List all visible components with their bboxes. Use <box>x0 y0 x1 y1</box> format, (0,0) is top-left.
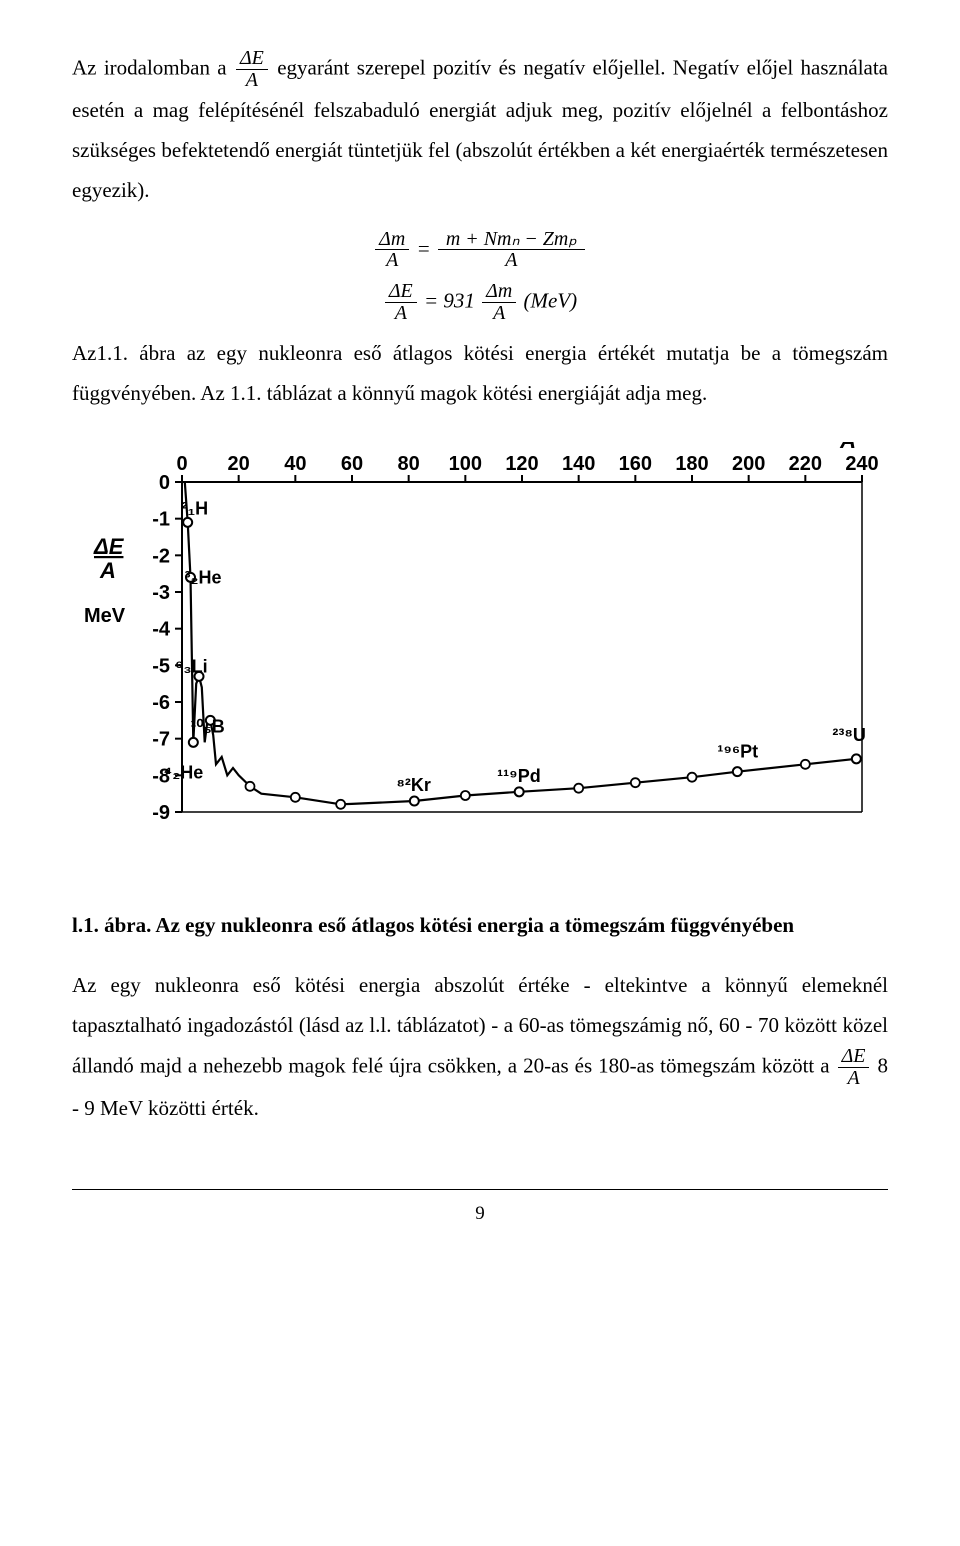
eq2-lhs-den: A <box>385 303 417 324</box>
svg-text:-7: -7 <box>152 729 170 751</box>
svg-text:80: 80 <box>398 453 420 475</box>
svg-text:-1: -1 <box>152 509 170 531</box>
page-number: 9 <box>72 1196 888 1232</box>
figure-caption: l.1. ábra. Az egy nukleonra eső átlagos … <box>72 906 888 946</box>
svg-text:120: 120 <box>505 453 538 475</box>
svg-text:⁶₃Li: ⁶₃Li <box>175 656 208 676</box>
svg-text:0: 0 <box>176 453 187 475</box>
svg-text:220: 220 <box>789 453 822 475</box>
p1-lead: Az irodalomban a <box>72 55 234 79</box>
svg-text:MeV: MeV <box>84 605 126 627</box>
eq1-rhs-den: A <box>438 250 585 271</box>
frac-den-2: A <box>838 1068 870 1089</box>
footer-rule <box>72 1189 888 1190</box>
eq2-equals-const: = 931 <box>424 289 475 313</box>
svg-text:-2: -2 <box>152 545 170 567</box>
page: Az irodalomban a ΔE A egyaránt szerepel … <box>0 0 960 1546</box>
svg-text:-4: -4 <box>152 619 171 641</box>
svg-text:⁴₂He: ⁴₂He <box>163 762 203 782</box>
fraction-dE-A-inline-1: ΔE A <box>234 48 270 91</box>
paragraph-1: Az irodalomban a ΔE A egyaránt szerepel … <box>72 48 888 211</box>
svg-text:200: 200 <box>732 453 765 475</box>
svg-text:³₂He: ³₂He <box>185 567 222 587</box>
eq1-lhs-den: A <box>375 250 409 271</box>
frac-num-2: ΔE <box>838 1046 870 1068</box>
equation-2: ΔE A = 931 Δm A (MeV) <box>72 281 888 324</box>
svg-text:40: 40 <box>284 453 306 475</box>
equation-1: Δm A = m + Nmₙ − Zmₚ A <box>72 229 888 272</box>
svg-text:¹⁰₅B: ¹⁰₅B <box>190 716 224 736</box>
fraction-dE-A-inline-2: ΔE A <box>836 1046 872 1089</box>
svg-text:240: 240 <box>845 453 878 475</box>
eq2-lhs-num: ΔE <box>385 281 417 303</box>
svg-text:ΔE: ΔE <box>93 534 125 559</box>
svg-text:180: 180 <box>675 453 708 475</box>
eq2-rhs-num: Δm <box>482 281 516 303</box>
eq1-rhs-num: m + Nmₙ − Zmₚ <box>438 229 585 251</box>
svg-text:¹¹⁹Pd: ¹¹⁹Pd <box>497 766 541 786</box>
eq1-rhs: m + Nmₙ − Zmₚ A <box>436 229 587 272</box>
paragraph-3: Az egy nukleonra eső kötési energia absz… <box>72 966 888 1129</box>
eq1-lhs-num: Δm <box>375 229 409 251</box>
svg-text:A: A <box>839 442 856 453</box>
figure-1-1: 020406080100120140160180200220240A0-1-2-… <box>72 442 888 872</box>
svg-text:140: 140 <box>562 453 595 475</box>
svg-text:20: 20 <box>228 453 250 475</box>
svg-text:160: 160 <box>619 453 652 475</box>
svg-text:A: A <box>99 558 116 583</box>
svg-text:¹⁹⁶Pt: ¹⁹⁶Pt <box>717 742 758 762</box>
svg-text:100: 100 <box>449 453 482 475</box>
equation-block: Δm A = m + Nmₙ − Zmₚ A ΔE A = 931 Δm A (… <box>72 229 888 325</box>
svg-text:⁸²Kr: ⁸²Kr <box>396 775 431 795</box>
svg-text:-3: -3 <box>152 582 170 604</box>
eq2-rhs-den: A <box>482 303 516 324</box>
paragraph-2: Az1.1. ábra az egy nukleonra eső átlagos… <box>72 334 888 414</box>
svg-text:-5: -5 <box>152 655 170 677</box>
svg-text:-9: -9 <box>152 802 170 824</box>
svg-text:-6: -6 <box>152 692 170 714</box>
eq2-unit: (MeV) <box>524 289 578 313</box>
eq2-lhs: ΔE A <box>383 281 419 324</box>
eq2-rhs-frac: Δm A <box>480 281 518 324</box>
svg-text:²₁H: ²₁H <box>182 498 208 518</box>
binding-energy-chart: 020406080100120140160180200220240A0-1-2-… <box>72 442 888 872</box>
eq1-equals: = <box>417 236 436 260</box>
svg-text:60: 60 <box>341 453 363 475</box>
svg-text:0: 0 <box>159 472 170 494</box>
eq1-lhs: Δm A <box>373 229 411 272</box>
frac-num: ΔE <box>236 48 268 70</box>
frac-den: A <box>236 70 268 91</box>
svg-text:²³⁸U: ²³⁸U <box>832 725 866 745</box>
p3-lead: Az egy nukleonra eső kötési energia absz… <box>72 973 888 1077</box>
